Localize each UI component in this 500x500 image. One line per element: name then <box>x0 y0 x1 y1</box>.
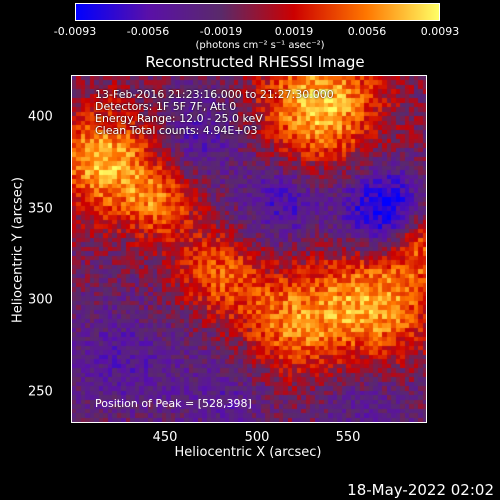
chart-title: Reconstructed RHESSI Image <box>145 53 365 71</box>
x-tick-label: 450 <box>152 430 178 445</box>
info-energy-range: Energy Range: 12.0 - 25.0 keV <box>95 112 263 125</box>
info-detectors: Detectors: 1F 5F 7F, Att 0 <box>95 100 237 113</box>
y-tick-label: 250 <box>28 384 53 400</box>
x-tick-label: 500 <box>244 430 270 445</box>
peak-position-label: Position of Peak = [528,398] <box>95 397 252 410</box>
colorbar-unit-label: (photons cm⁻² s⁻¹ asec⁻²) <box>195 40 325 51</box>
y-tick-label: 350 <box>28 201 53 217</box>
colorbar-tick: -0.0056 <box>126 25 170 38</box>
y-tick-label: 400 <box>28 109 53 125</box>
x-axis-label: Heliocentric X (arcsec) <box>174 445 322 460</box>
info-total-counts: Clean Total counts: 4.94E+03 <box>95 124 258 137</box>
y-tick-label: 300 <box>28 292 53 308</box>
colorbar <box>75 3 440 21</box>
y-axis-label: Heliocentric Y (arcsec) <box>10 177 26 323</box>
plot-area <box>71 75 427 423</box>
info-time-range: 13-Feb-2016 21:23:16.000 to 21:27:30.000 <box>95 88 334 101</box>
colorbar-tick: 0.0093 <box>420 25 460 38</box>
colorbar-tick: -0.0093 <box>53 25 97 38</box>
render-timestamp: 18-May-2022 02:02 <box>347 481 494 499</box>
colorbar-tick: 0.0019 <box>274 25 314 38</box>
colorbar-tick: -0.0019 <box>199 25 243 38</box>
colorbar-tick: 0.0056 <box>347 25 387 38</box>
heatmap-image <box>72 76 426 422</box>
x-tick-label: 550 <box>335 430 361 445</box>
